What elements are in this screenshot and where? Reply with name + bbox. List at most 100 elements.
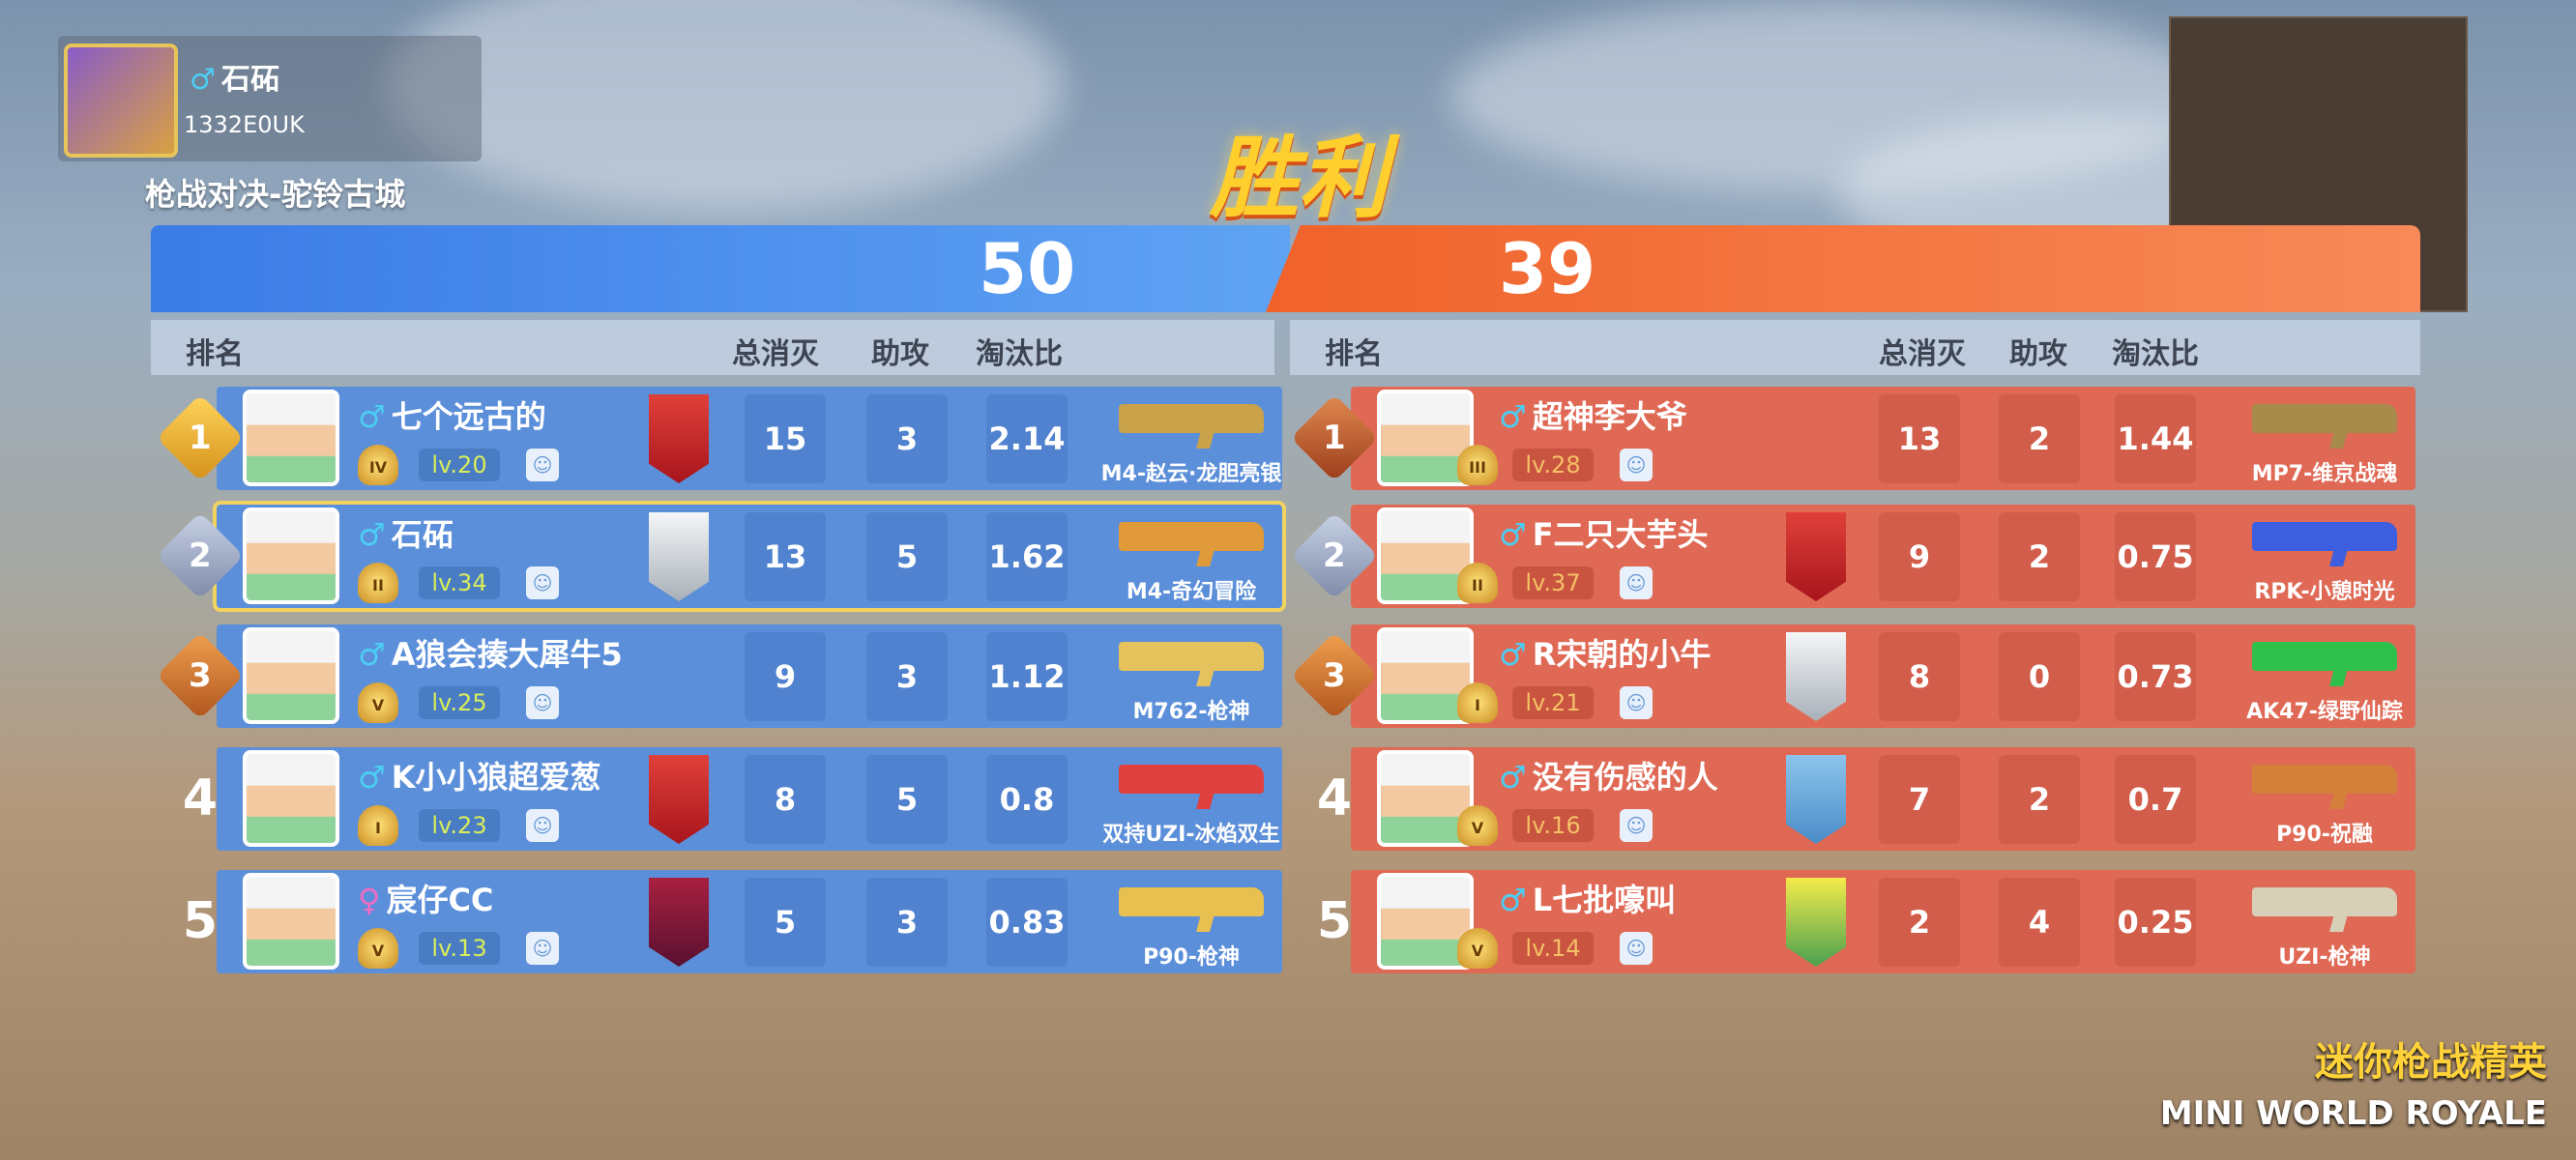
ratio-value: 1.12 [986, 632, 1068, 721]
assists-value: 0 [1999, 632, 2080, 721]
player-avatar[interactable] [1377, 390, 1474, 486]
player-name: R宋朝的小牛 [1532, 636, 1712, 673]
player-name: 石砳 [220, 63, 279, 97]
clan-emblem-icon [649, 512, 709, 601]
player-name: K小小狼超爱葱 [391, 759, 601, 796]
add-friend-icon[interactable]: ☺ [1620, 932, 1653, 965]
ratio-value: 0.73 [2115, 632, 2196, 721]
player-avatar[interactable] [243, 508, 339, 604]
kills-value: 2 [1879, 878, 1960, 967]
player-avatar[interactable] [243, 390, 339, 486]
assists-value: 5 [866, 512, 948, 601]
weapon-icon [2252, 765, 2397, 794]
map-title: 枪战对决-驼铃古城 [145, 176, 406, 213]
male-icon: ♂ [358, 636, 386, 673]
male-icon: ♂ [1499, 398, 1527, 435]
rank-badge-icon: 1 [1290, 393, 1379, 482]
level-badge: lv.25 [419, 686, 500, 719]
level-badge: lv.16 [1512, 809, 1594, 842]
header-assists: 助攻 [871, 337, 929, 371]
level-badge: lv.14 [1512, 932, 1594, 965]
kills-value: 8 [745, 755, 826, 844]
weapon-icon [1119, 404, 1264, 433]
game-logo-cn: 迷你枪战精英 [2315, 1040, 2547, 1085]
level-badge: lv.34 [419, 566, 500, 599]
assists-value: 3 [866, 878, 948, 967]
assists-value: 3 [866, 394, 948, 483]
clan-emblem-icon [649, 878, 709, 967]
rank-tier-icon: V [1457, 928, 1498, 969]
player-row[interactable]: 2 ♂ 石砳 II lv.34 ☺ 13 5 1.62 M4-奇幻冒险 [156, 501, 1286, 612]
rank-badge-icon: 3 [156, 631, 245, 720]
player-profile: ♂ 石砳 1332E0UK [58, 36, 482, 161]
rank-badge-icon: 3 [1290, 631, 1379, 720]
weapon-name: P90-祝融 [2276, 823, 2373, 847]
weapon-icon [1119, 887, 1264, 916]
rank-tier-icon: I [358, 805, 398, 846]
male-icon: ♂ [1499, 882, 1527, 918]
rank-badge-icon: 2 [1290, 511, 1379, 600]
kills-value: 9 [745, 632, 826, 721]
add-friend-icon[interactable]: ☺ [526, 809, 559, 842]
player-name: 石砳 [391, 516, 454, 553]
weapon-icon [2252, 642, 2397, 671]
blue-team-header: 排名 总消灭 助攻 淘汰比 [151, 320, 1274, 375]
add-friend-icon[interactable]: ☺ [1620, 809, 1653, 842]
kills-value: 8 [1879, 632, 1960, 721]
add-friend-icon[interactable]: ☺ [1620, 566, 1653, 599]
player-avatar[interactable] [243, 873, 339, 970]
ratio-value: 0.7 [2115, 755, 2196, 844]
weapon-name: P90-枪神 [1143, 945, 1240, 970]
player-name: 七个远古的 [391, 398, 546, 435]
weapon-icon [2252, 522, 2397, 551]
player-row[interactable]: 2 ♂ F二只大芋头 II lv.37 ☺ 9 2 0.75 RPK-小憩时光 [1290, 505, 2415, 608]
add-friend-icon[interactable]: ☺ [526, 566, 559, 599]
add-friend-icon[interactable]: ☺ [526, 449, 559, 481]
male-icon: ♂ [190, 63, 216, 97]
player-row[interactable]: 1 ♂ 超神李大爷 III lv.28 ☺ 13 2 1.44 MP7-维京战魂 [1290, 387, 2415, 490]
player-row[interactable]: 1 ♂ 七个远古的 IV lv.20 ☺ 15 3 2.14 M4-赵云·龙胆亮银 [156, 387, 1282, 490]
add-friend-icon[interactable]: ☺ [1620, 449, 1653, 481]
ratio-value: 0.25 [2115, 878, 2196, 967]
male-icon: ♂ [358, 759, 386, 796]
weapon-icon [1119, 522, 1264, 551]
player-name: F二只大芋头 [1532, 516, 1709, 553]
weapon-name: M4-奇幻冒险 [1126, 580, 1257, 604]
ratio-value: 0.75 [2115, 512, 2196, 601]
ratio-value: 2.14 [986, 394, 1068, 483]
ratio-value: 1.44 [2115, 394, 2196, 483]
level-badge: lv.20 [419, 449, 500, 481]
male-icon: ♂ [358, 516, 386, 553]
assists-value: 2 [1999, 512, 2080, 601]
add-friend-icon[interactable]: ☺ [526, 932, 559, 965]
player-avatar[interactable] [243, 750, 339, 847]
rank-tier-icon: IV [358, 445, 398, 485]
add-friend-icon[interactable]: ☺ [1620, 686, 1653, 719]
weapon-icon [1119, 765, 1264, 794]
weapon-name: 双持UZI-冰焰双生 [1102, 823, 1280, 847]
rank-tier-icon: I [1457, 682, 1498, 723]
weapon-name: UZI-枪神 [2278, 945, 2371, 970]
blue-team-score-bar [151, 225, 1290, 312]
red-team-header: 排名 总消灭 助攻 淘汰比 [1290, 320, 2420, 375]
weapon-name: M4-赵云·龙胆亮银 [1100, 462, 1282, 486]
header-ratio: 淘汰比 [2112, 337, 2199, 371]
add-friend-icon[interactable]: ☺ [526, 686, 559, 719]
player-avatar[interactable] [243, 627, 339, 724]
header-ratio: 淘汰比 [976, 337, 1063, 371]
blue-team-score: 50 [979, 228, 1076, 309]
kills-value: 7 [1879, 755, 1960, 844]
male-icon: ♂ [1499, 759, 1527, 796]
assists-value: 2 [1999, 755, 2080, 844]
male-icon: ♂ [1499, 516, 1527, 553]
kills-value: 9 [1879, 512, 1960, 601]
kills-value: 13 [1879, 394, 1960, 483]
rank-tier-icon: V [1457, 805, 1498, 846]
header-kills: 总消灭 [732, 337, 819, 371]
